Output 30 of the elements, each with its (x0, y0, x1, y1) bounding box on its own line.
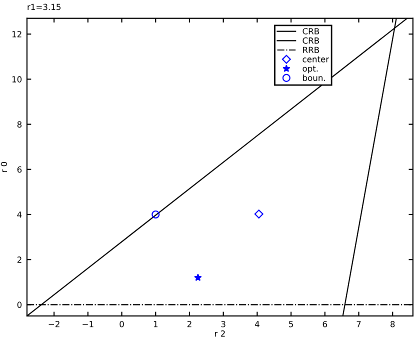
x-tick-label: 1 (154, 321, 158, 328)
x-tick-label: −1 (82, 321, 94, 328)
x-tick-label: −2 (48, 320, 60, 328)
y-tick-label: 8 (17, 121, 22, 128)
legend-label: CRB (302, 28, 319, 34)
x-tick-label: 4 (254, 321, 260, 328)
chart-title: r1=3.15 (28, 4, 61, 10)
x-tick-label: 2 (187, 320, 192, 328)
legend-label: opt. (302, 66, 318, 74)
legend-label: RRB (303, 46, 319, 53)
point (152, 210, 160, 219)
x-tick-label: 8 (390, 320, 395, 328)
point (194, 274, 202, 281)
legend-label: center (302, 56, 330, 62)
x-tick-label: 5 (289, 321, 293, 328)
x-tick-label: 3 (221, 320, 226, 328)
y-tick-label: 0 (17, 302, 22, 308)
x-tick-label: 7 (356, 321, 361, 328)
legend-label: CRB (302, 37, 319, 44)
x-tick-label: 6 (322, 320, 328, 328)
legend-label: boun. (303, 74, 325, 81)
y-tick-label: 6 (17, 166, 22, 173)
x-tick-label: 0 (120, 320, 124, 328)
y-tick-label: 2 (17, 256, 22, 263)
y-tick-label: 10 (12, 76, 22, 82)
y-tick-label: 12 (12, 31, 22, 38)
point (254, 210, 264, 219)
x-axis-title: r 2 (215, 330, 225, 337)
y-tick-label: 4 (17, 212, 22, 218)
y-axis-title: r 0 (0, 162, 8, 172)
